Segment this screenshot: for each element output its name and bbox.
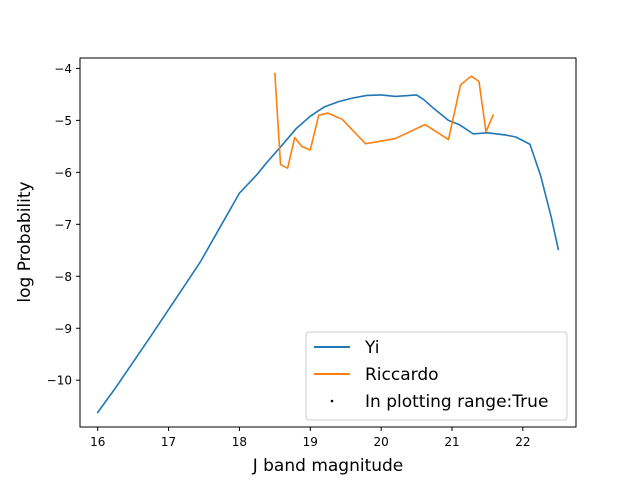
x-tick-label: 16	[90, 435, 105, 449]
y-tick-label: −7	[54, 218, 72, 232]
y-tick-label: −5	[54, 114, 72, 128]
x-tick-label: 19	[303, 435, 318, 449]
series-layer	[96, 72, 560, 414]
series-line-yi	[96, 94, 560, 414]
y-tick-label: −10	[47, 374, 72, 388]
plot-area	[79, 57, 577, 428]
x-tick-label: 18	[232, 435, 247, 449]
legend-label-yi: Yi	[364, 338, 380, 358]
x-tick-label: 22	[515, 435, 530, 449]
y-tick-label: −8	[54, 270, 72, 284]
legend-box	[305, 331, 568, 421]
y-tick-label: −4	[54, 62, 72, 76]
x-tick-label: 20	[374, 435, 389, 449]
y-axis: −10 −9 −8 −7 −6 −5 −4	[47, 62, 80, 388]
legend-marker-in-range	[330, 399, 334, 403]
legend-label-riccardo: Riccardo	[365, 365, 439, 385]
y-tick-label: −6	[54, 166, 72, 180]
y-tick-label: −9	[54, 322, 72, 336]
x-axis: 16 17 18 19 20 21 22	[90, 427, 530, 449]
x-tick-label: 21	[444, 435, 459, 449]
x-axis-title: J band magnitude	[252, 456, 404, 476]
x-tick-label: 17	[161, 435, 176, 449]
plot-frame	[79, 57, 577, 428]
y-axis-title: log Probability	[15, 181, 35, 302]
legend-label-in-range: In plotting range:True	[365, 392, 548, 412]
series-line-riccardo	[274, 72, 495, 169]
legend: Yi Riccardo In plotting range:True	[305, 331, 568, 421]
